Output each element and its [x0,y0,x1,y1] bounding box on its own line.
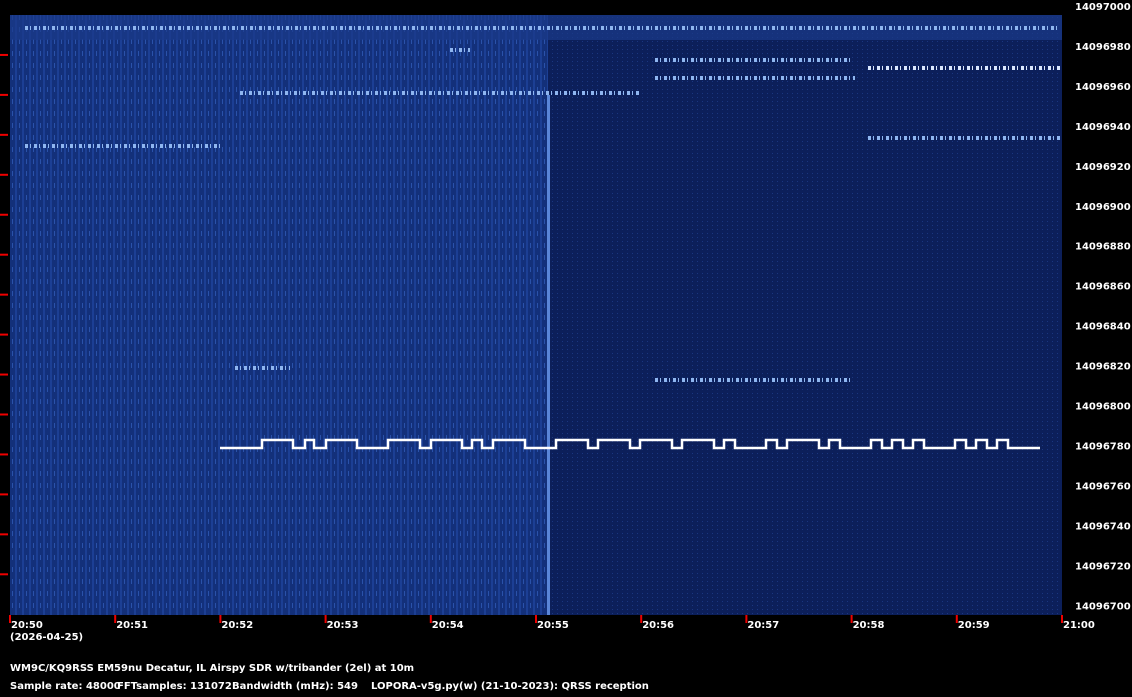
time-tick [219,615,222,623]
footer-sample-rate: Sample rate: 48000 [10,681,121,692]
frequency-label: 14096780 [1075,441,1131,452]
time-tick [640,615,643,623]
frequency-label: 14096800 [1075,402,1131,413]
frequency-tick [0,373,8,376]
time-tick [1061,615,1063,623]
waterfall-left [10,15,548,615]
frequency-label: 14096940 [1075,122,1131,133]
time-label: 20:52 [221,620,253,631]
time-label: 20:54 [432,620,464,631]
time-label: 20:58 [853,620,885,631]
time-tick [114,615,117,623]
frequency-label: 14096920 [1075,162,1131,173]
signal-traces [25,26,1060,382]
footer-fft: FFTsamples: 131072 [117,681,232,692]
time-label: 20:50 [11,620,43,631]
frequency-tick [0,453,8,456]
frequency-tick [0,253,8,256]
frequency-label: 14096880 [1075,242,1131,253]
footer-station: WM9C/KQ9RSS EM59nu Decatur, IL Airspy SD… [10,663,414,674]
footer-software: LOPORA-v5g.py(w) (21-10-2023): QRSS rece… [371,681,649,692]
time-label: 20:55 [537,620,569,631]
frequency-label: 14097000 [1075,2,1131,13]
frequency-tick [0,293,8,296]
frequency-tick [0,93,8,96]
frequency-label: 14096960 [1075,82,1131,93]
frequency-tick [0,533,8,536]
time-label: 20:53 [327,620,359,631]
waterfall-right [548,15,1062,615]
frequency-tick [0,333,8,336]
time-tick [955,615,958,623]
time-tick [850,615,853,623]
time-tick [9,615,11,623]
time-label: 20:56 [642,620,674,631]
frequency-label: 14096740 [1075,521,1131,532]
time-tick [535,615,537,623]
time-label: 21:00 [1063,620,1095,631]
time-label: 20:57 [747,620,779,631]
frequency-tick [0,173,8,176]
frequency-label: 14096760 [1075,481,1131,492]
date-label: (2026-04-25) [10,632,83,643]
time-label: 20:51 [116,620,148,631]
frequency-tick [0,413,8,416]
frequency-label: 14096820 [1075,362,1131,373]
frequency-label: 14096720 [1075,561,1131,572]
time-tick [745,615,748,623]
frequency-label: 14096860 [1075,282,1131,293]
frequency-label: 14096700 [1075,601,1131,612]
footer-bandwidth: Bandwidth (mHz): 549 [232,681,358,692]
time-label: 20:59 [958,620,990,631]
frequency-tick [0,213,8,216]
frequency-label: 14096980 [1075,42,1131,53]
frequency-tick [0,133,8,136]
decoded-trace [220,438,1040,450]
frequency-tick [0,53,8,56]
time-tick [429,615,432,623]
time-tick [324,615,327,623]
vertical-burst [547,95,550,615]
frequency-label: 14096840 [1075,322,1131,333]
band-top [10,15,1062,40]
frequency-tick [0,573,8,576]
frequency-tick [0,493,8,496]
frequency-label: 14096900 [1075,202,1131,213]
